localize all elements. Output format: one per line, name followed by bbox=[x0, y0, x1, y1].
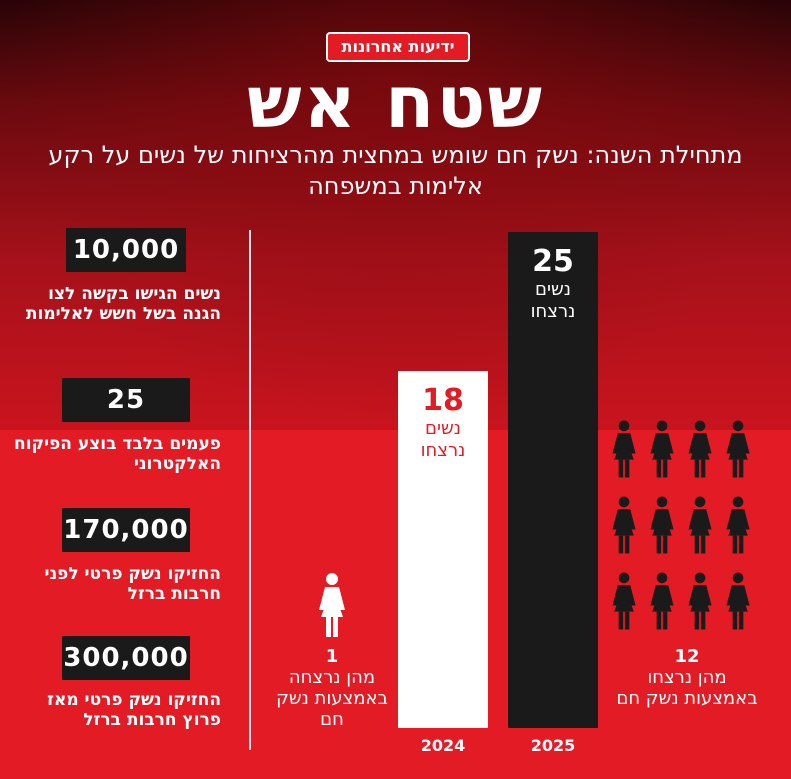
stat-desc-guns-before: החזיקו נשק פרטי לפני חרבות ברזל bbox=[44, 564, 221, 604]
column-divider bbox=[249, 230, 251, 750]
bar-value-2024: 18 bbox=[422, 383, 464, 418]
stat-box-monitoring: 25 bbox=[62, 378, 190, 422]
woman-figure-icon bbox=[612, 572, 636, 630]
stat-box-applications: 10,000 bbox=[66, 228, 186, 272]
woman-figure-icon bbox=[650, 496, 674, 554]
woman-figure-icon-2024 bbox=[314, 572, 350, 638]
woman-figure-icon bbox=[726, 420, 750, 478]
bar-unit-2024: נשים נרצחו bbox=[420, 418, 466, 461]
woman-figure-icon bbox=[726, 496, 750, 554]
x-tick-2024: 2024 bbox=[420, 736, 466, 755]
woman-figure-icon bbox=[650, 572, 674, 630]
stat-desc-guns-since: החזיקו נשק פרטי מאז פרוץ חרבות ברזל bbox=[47, 690, 221, 730]
firearm-count-2024: 1 bbox=[325, 646, 339, 667]
woman-figure-icon bbox=[612, 496, 636, 554]
stat-box-guns-before: 170,000 bbox=[62, 508, 190, 552]
page-subtitle: מתחילת השנה: נשק חם שומש במחצית מהרציחות… bbox=[48, 141, 743, 200]
firearm-text-2025: מהן נרצחו באמצעות נשק חם bbox=[616, 667, 758, 709]
firearm-note-2024: 1 מהן נרצחה באמצעות נשק חם bbox=[262, 646, 402, 730]
woman-figure-icon bbox=[726, 572, 750, 630]
stat-desc-applications: נשים הגישו בקשה לצו הגנה בשל חשש לאלימות bbox=[25, 284, 221, 324]
woman-figure-icon bbox=[688, 496, 712, 554]
woman-figure-icon bbox=[650, 420, 674, 478]
newspaper-logo: ידיעות אחרונות bbox=[326, 32, 470, 62]
woman-figure-icon bbox=[612, 420, 636, 478]
woman-figures-grid-2025 bbox=[608, 418, 764, 630]
firearm-note-2025: 12 מהן נרצחו באמצעות נשק חם bbox=[612, 646, 762, 709]
bar-unit-2025: נשים נרצחו bbox=[530, 279, 576, 322]
firearm-text-2024: מהן נרצחה באמצעות נשק חם bbox=[276, 667, 388, 730]
page-title: שטח אש bbox=[246, 60, 545, 144]
woman-figure-icon bbox=[688, 572, 712, 630]
header-background bbox=[0, 0, 791, 430]
woman-figure-icon bbox=[688, 420, 712, 478]
stat-desc-monitoring: פעמים בלבד בוצע הפיקוח האלקטרוני bbox=[14, 434, 221, 474]
bar-2024: 18 נשים נרצחו bbox=[398, 371, 488, 728]
stat-box-guns-since: 300,000 bbox=[62, 636, 190, 680]
bar-2025: 25 נשים נרצחו bbox=[508, 232, 598, 728]
firearm-count-2025: 12 bbox=[674, 646, 700, 667]
bar-value-2025: 25 bbox=[532, 244, 574, 279]
woman-figure-icon bbox=[319, 573, 345, 637]
x-tick-2025: 2025 bbox=[530, 736, 576, 755]
